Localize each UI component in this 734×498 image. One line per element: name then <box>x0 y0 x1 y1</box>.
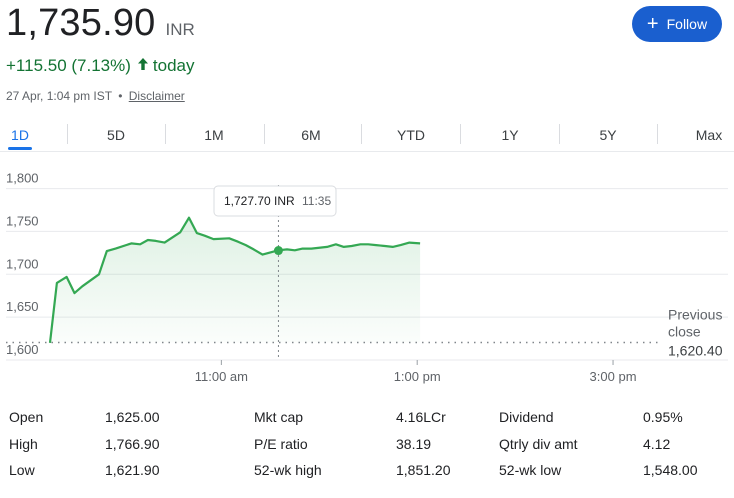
x-tick-label: 1:00 pm <box>394 369 441 384</box>
previous-close-label: close <box>668 324 701 340</box>
stat-value: 38.19 <box>396 436 432 452</box>
stat-label: Dividend <box>499 409 554 425</box>
price-change: +115.50 (7.13%) today <box>6 56 195 76</box>
tab-5d[interactable]: 5D <box>107 127 125 143</box>
previous-close-label: Previous <box>668 307 722 323</box>
x-tick-label: 3:00 pm <box>590 369 637 384</box>
disclaimer-link[interactable]: Disclaimer <box>128 89 185 103</box>
tab-divider <box>559 124 560 144</box>
tab-1y[interactable]: 1Y <box>501 127 519 143</box>
tab-max[interactable]: Max <box>695 127 723 143</box>
price-line <box>48 216 421 344</box>
follow-label: Follow <box>666 16 708 32</box>
quote-meta: 27 Apr, 1:04 pm IST • Disclaimer <box>6 89 185 103</box>
tab-divider <box>361 124 362 144</box>
change-period: today <box>152 56 195 75</box>
tab-divider <box>67 124 68 144</box>
stat-value: 0.95% <box>643 409 683 425</box>
price-header: 1,735.90 INR <box>6 2 195 45</box>
tab-divider <box>657 124 658 144</box>
stat-label: P/E ratio <box>254 436 308 452</box>
tab-1m[interactable]: 1M <box>204 127 224 143</box>
stat-label: 52-wk low <box>499 462 562 478</box>
y-tick-label: 1,750 <box>6 213 39 228</box>
y-tick-label: 1,700 <box>6 256 39 271</box>
current-price: 1,735.90 <box>6 2 156 44</box>
tab-5y[interactable]: 5Y <box>599 127 617 143</box>
tab-divider <box>460 124 461 144</box>
follow-button[interactable]: + Follow <box>632 6 722 42</box>
timestamp: 27 Apr, 1:04 pm IST <box>6 89 112 103</box>
tooltip-value: 1,727.70 INR <box>224 194 295 208</box>
stat-value: 1,766.90 <box>105 436 160 452</box>
stat-label: High <box>9 436 38 452</box>
stat-value: 1,851.20 <box>396 462 451 478</box>
price-area <box>50 217 421 343</box>
currency-label: INR <box>165 20 195 39</box>
tooltip-time: 11:35 <box>302 194 331 208</box>
price-chart[interactable]: 1,800 1,750 1,700 1,650 1,600 11:00 am 1:00 p… <box>0 155 734 390</box>
separator: • <box>118 89 123 103</box>
stat-value: 1,548.00 <box>643 462 698 478</box>
hover-point <box>273 246 283 256</box>
plus-icon: + <box>646 13 659 35</box>
arrow-up-icon <box>137 56 149 76</box>
chart-tooltip: 1,727.70 INR 11:35 <box>213 185 337 217</box>
x-tick-label: 11:00 am <box>195 369 248 384</box>
tab-ytd[interactable]: YTD <box>397 127 425 143</box>
stat-value: 4.16LCr <box>396 409 446 425</box>
y-tick-label: 1,600 <box>6 342 39 357</box>
stat-value: 1,625.00 <box>105 409 160 425</box>
stat-label: Mkt cap <box>254 409 304 425</box>
stat-label: Qtrly div amt <box>499 436 578 452</box>
tab-1d[interactable]: 1D <box>8 118 32 152</box>
tabs-baseline <box>0 151 734 152</box>
y-tick-label: 1,800 <box>6 171 39 186</box>
tab-divider <box>264 124 265 144</box>
stat-value: 4.12 <box>643 436 671 452</box>
range-tabs: 1D 5D 1M 6M YTD 1Y 5Y Max <box>0 118 734 152</box>
tab-divider <box>165 124 166 144</box>
stat-label: 52-wk high <box>254 462 322 478</box>
stat-label: Low <box>9 462 35 478</box>
tab-6m[interactable]: 6M <box>301 127 321 143</box>
stat-value: 1,621.90 <box>105 462 160 478</box>
y-tick-label: 1,650 <box>6 299 39 314</box>
change-value: +115.50 (7.13%) <box>6 56 131 75</box>
stat-label: Open <box>9 409 44 425</box>
previous-close-value: 1,620.40 <box>668 343 723 359</box>
